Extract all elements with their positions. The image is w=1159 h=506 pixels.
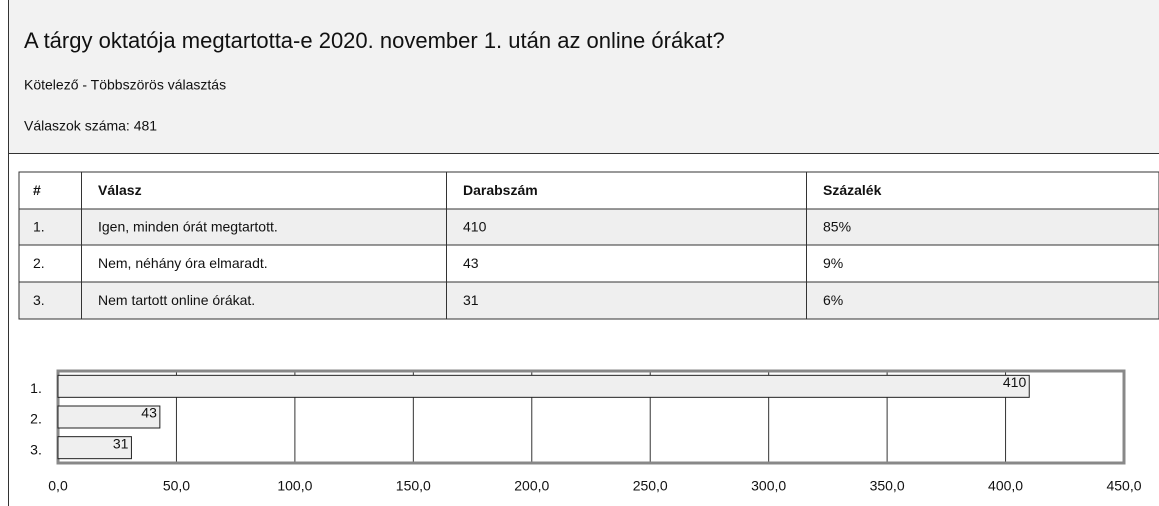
- column-header: Darabszám: [463, 182, 538, 198]
- x-tick-label: 250,0: [633, 478, 668, 494]
- x-tick-label: 100,0: [277, 478, 312, 494]
- cell: 85%: [823, 219, 851, 235]
- x-tick-label: 50,0: [163, 478, 190, 494]
- y-tick-label: 1.: [30, 380, 42, 396]
- table-row: [18, 244, 1159, 283]
- bar: [57, 374, 1030, 398]
- y-tick-label: 2.: [30, 411, 42, 427]
- cell: 6%: [823, 292, 843, 308]
- x-tick-label: 150,0: [396, 478, 431, 494]
- cell: Nem, néhány óra elmaradt.: [98, 255, 268, 271]
- cell: Igen, minden órát megtartott.: [98, 219, 278, 235]
- response-count: Válaszok száma: 481: [24, 118, 157, 134]
- table-row: [18, 208, 1159, 246]
- question-type: Kötelező - Többszörös választás: [24, 77, 226, 93]
- bar: [57, 436, 132, 460]
- cell: 3.: [33, 292, 45, 308]
- bar-value-label: 43: [141, 405, 157, 421]
- table-row: [18, 281, 1159, 320]
- header-bg: [9, 0, 1159, 153]
- x-tick-label: 450,0: [1106, 478, 1141, 494]
- y-tick-label: 3.: [30, 441, 42, 457]
- cell: 31: [463, 292, 479, 308]
- bar-value-label: 31: [113, 435, 129, 451]
- column-header: Válasz: [98, 182, 142, 198]
- x-tick-label: 300,0: [751, 478, 786, 494]
- column-header: #: [33, 182, 41, 198]
- cell: 2.: [33, 255, 45, 271]
- cell: 9%: [823, 255, 843, 271]
- bar-value-label: 410: [1003, 374, 1027, 390]
- x-tick-label: 200,0: [514, 478, 549, 494]
- column-header: Százalék: [823, 182, 882, 198]
- cell: 410: [463, 219, 487, 235]
- table: # Válasz Darabszám Százalék 1. Igen, minden ó…: [18, 171, 1159, 320]
- cell: Nem tartott online órákat.: [98, 292, 255, 308]
- cell: 43: [463, 255, 479, 271]
- bar: [57, 405, 161, 429]
- chart: 0,0 50,0 100,0 150,0 200,0 250,0 300,0 350,0 400…: [30, 369, 1142, 494]
- table-header-row: [18, 171, 1159, 210]
- x-tick-label: 350,0: [870, 478, 905, 494]
- cell: 1.: [33, 219, 45, 235]
- x-tick-label: 0,0: [48, 478, 68, 494]
- x-tick-label: 400,0: [988, 478, 1023, 494]
- question-title: A tárgy oktatója megtartotta-e 2020. nov…: [24, 28, 725, 53]
